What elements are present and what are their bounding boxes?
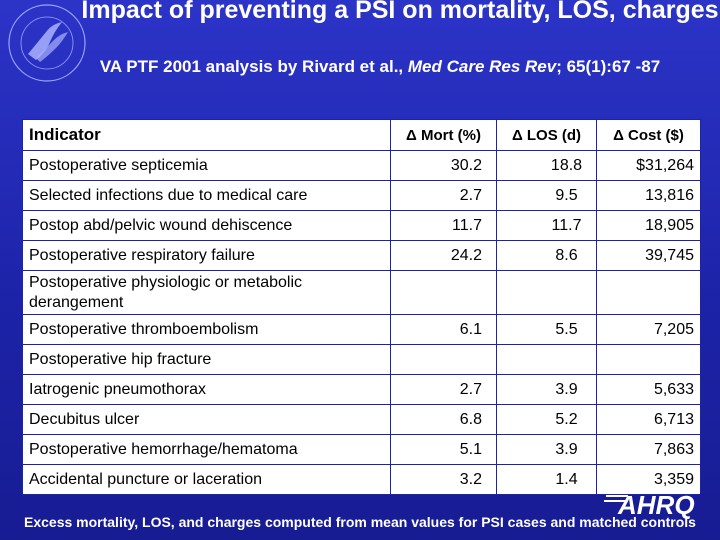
page-subtitle: VA PTF 2001 analysis by Rivard et al., M… bbox=[99, 57, 661, 76]
table-row: Postoperative septicemia 30.2 18.8 $31,2… bbox=[22, 150, 701, 181]
cost-cell bbox=[596, 344, 701, 375]
table-row: Decubitus ulcer 6.8 5.2 6,713 bbox=[22, 404, 701, 435]
table-row: Postoperative hemorrhage/hematoma 5.1 3.… bbox=[22, 434, 701, 465]
mortality-cell bbox=[390, 344, 497, 375]
table-row: Selected infections due to medical care … bbox=[22, 180, 701, 211]
mortality-cell: 24.2 bbox=[390, 240, 497, 271]
table-row: Postoperative respiratory failure 24.2 8… bbox=[22, 240, 701, 271]
mortality-cell: 2.7 bbox=[390, 180, 497, 211]
table-row: Postoperative physiologic or metabolic d… bbox=[22, 270, 701, 315]
cost-cell: 7,205 bbox=[596, 314, 701, 345]
los-cell: 3.9 bbox=[496, 374, 597, 405]
table-row: Accidental puncture or laceration 3.2 1.… bbox=[22, 464, 701, 495]
indicator-cell: Postoperative thromboembolism bbox=[22, 314, 391, 345]
indicator-cell: Selected infections due to medical care bbox=[22, 180, 391, 211]
mortality-cell: 3.2 bbox=[390, 464, 497, 495]
cost-cell: 5,633 bbox=[596, 374, 701, 405]
table-row: Iatrogenic pneumothorax 2.7 3.9 5,633 bbox=[22, 374, 701, 405]
ahrq-logo-icon: AHRQ bbox=[604, 490, 695, 520]
indicator-cell: Postoperative physiologic or metabolic d… bbox=[22, 270, 391, 315]
indicator-cell: Postoperative respiratory failure bbox=[22, 240, 391, 271]
indicator-cell: Accidental puncture or laceration bbox=[22, 464, 391, 495]
mortality-cell bbox=[390, 270, 497, 315]
column-header-mortality: Δ Mort (%) bbox=[390, 119, 497, 151]
psi-impact-table: Indicator Δ Mort (%) Δ LOS (d) Δ Cost ($… bbox=[22, 119, 701, 495]
ahrq-logo-text: AHRQ bbox=[617, 490, 695, 520]
los-cell: 9.5 bbox=[496, 180, 597, 211]
los-cell: 8.6 bbox=[496, 240, 597, 271]
mortality-cell: 30.2 bbox=[390, 150, 497, 181]
los-cell bbox=[496, 344, 597, 375]
cost-cell: 3,359 bbox=[596, 464, 701, 495]
indicator-cell: Iatrogenic pneumothorax bbox=[22, 374, 391, 405]
mortality-cell: 2.7 bbox=[390, 374, 497, 405]
indicator-cell: Postoperative septicemia bbox=[22, 150, 391, 181]
mortality-cell: 5.1 bbox=[390, 434, 497, 465]
cost-cell: $31,264 bbox=[596, 150, 701, 181]
indicator-cell: Postoperative hip fracture bbox=[22, 344, 391, 375]
page-title: Impact of preventing a PSI on mortality,… bbox=[81, 0, 719, 24]
column-header-los: Δ LOS (d) bbox=[496, 119, 597, 151]
column-header-indicator: Indicator bbox=[22, 119, 391, 151]
indicator-cell: Postop abd/pelvic wound dehiscence bbox=[22, 210, 391, 241]
table-row: Postop abd/pelvic wound dehiscence 11.7 … bbox=[22, 210, 701, 241]
column-header-cost: Δ Cost ($) bbox=[596, 119, 701, 151]
los-cell: 3.9 bbox=[496, 434, 597, 465]
table-row: Postoperative thromboembolism 6.1 5.5 7,… bbox=[22, 314, 701, 345]
cost-cell: 6,713 bbox=[596, 404, 701, 435]
los-cell: 11.7 bbox=[496, 210, 597, 241]
mortality-cell: 6.1 bbox=[390, 314, 497, 345]
cost-cell: 39,745 bbox=[596, 240, 701, 271]
los-cell bbox=[496, 270, 597, 315]
table-row: Postoperative hip fracture bbox=[22, 344, 701, 375]
indicator-cell: Decubitus ulcer bbox=[22, 404, 391, 435]
cost-cell: 13,816 bbox=[596, 180, 701, 211]
footnote: Excess mortality, LOS, and charges compu… bbox=[24, 514, 696, 530]
los-cell: 1.4 bbox=[496, 464, 597, 495]
los-cell: 5.5 bbox=[496, 314, 597, 345]
mortality-cell: 6.8 bbox=[390, 404, 497, 435]
indicator-cell: Postoperative hemorrhage/hematoma bbox=[22, 434, 391, 465]
table-header-row: Indicator Δ Mort (%) Δ LOS (d) Δ Cost ($… bbox=[22, 119, 701, 151]
cost-cell bbox=[596, 270, 701, 315]
cost-cell: 7,863 bbox=[596, 434, 701, 465]
hhs-seal-icon bbox=[8, 4, 86, 82]
cost-cell: 18,905 bbox=[596, 210, 701, 241]
los-cell: 5.2 bbox=[496, 404, 597, 435]
los-cell: 18.8 bbox=[496, 150, 597, 181]
mortality-cell: 11.7 bbox=[390, 210, 497, 241]
